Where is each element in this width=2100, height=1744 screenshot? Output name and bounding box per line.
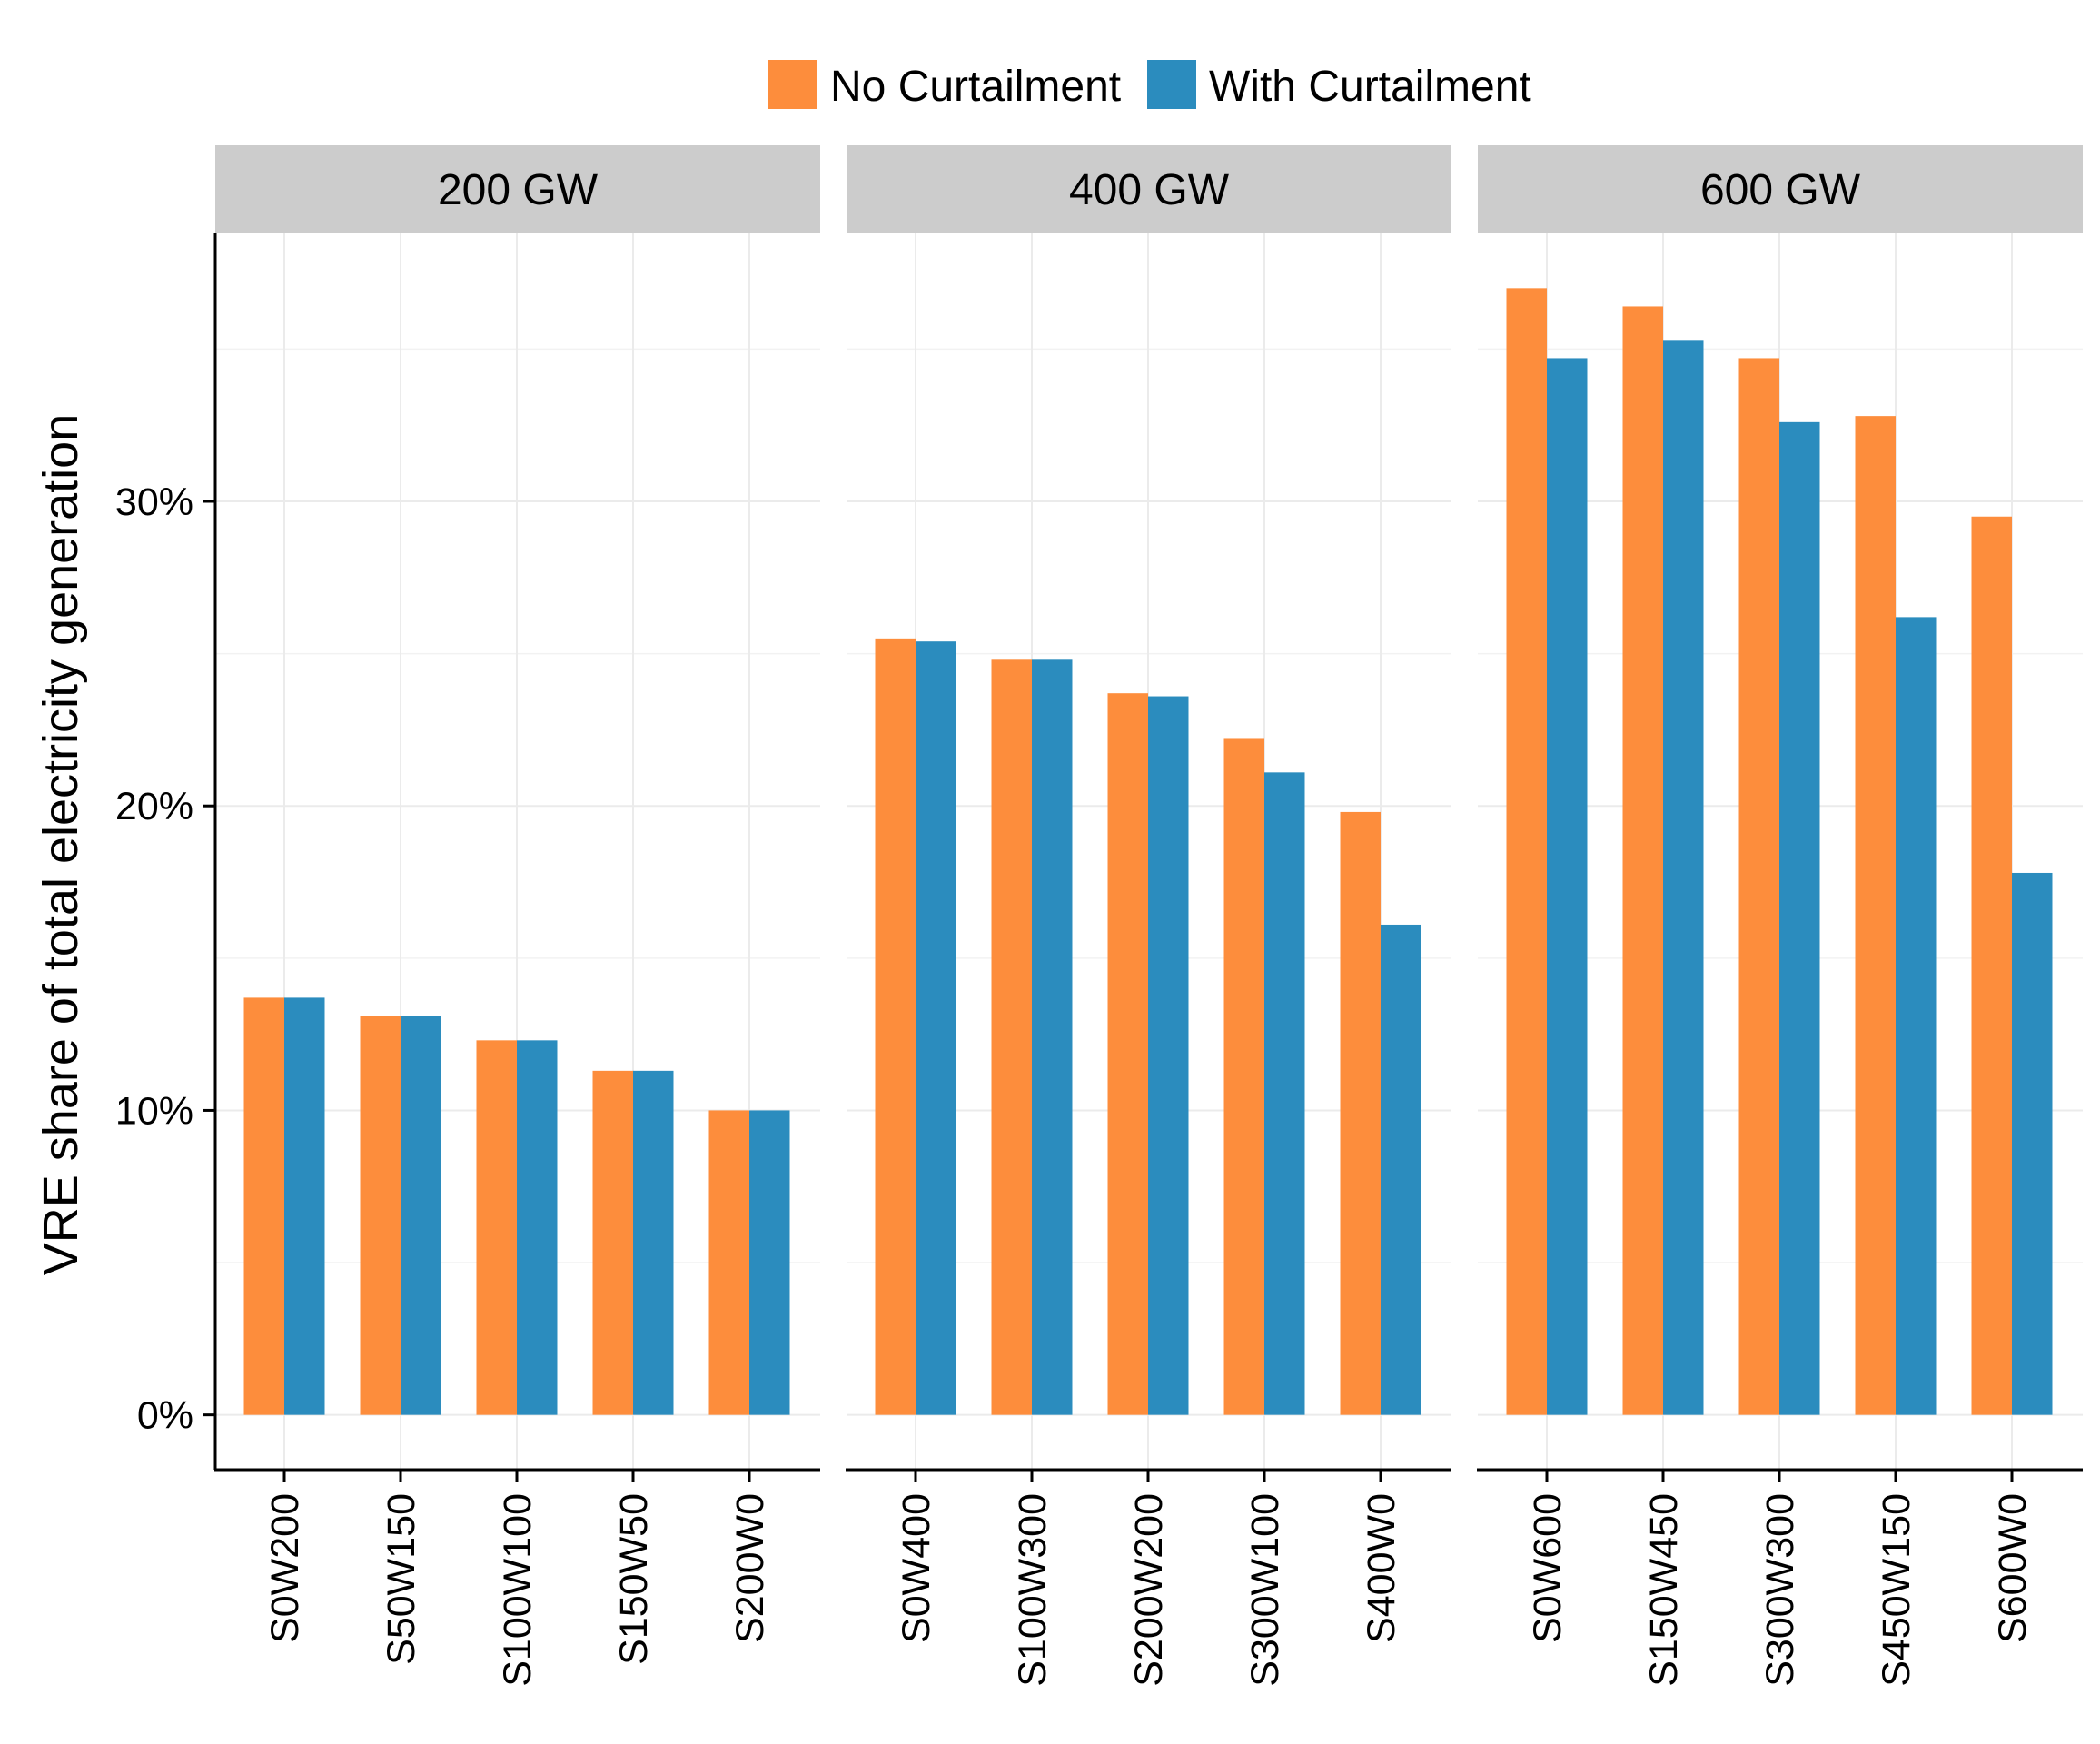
- bar-with-curtailment-s150w450: [1663, 340, 1704, 1415]
- bar-no-curtailment-s0w600: [1506, 288, 1547, 1415]
- facet-panels: 200 GW S0W200 S50W150 S100W100 S150W50 S200W0…: [213, 145, 2083, 1687]
- x-tick-label-s600w0: S600W0: [1991, 1493, 2035, 1643]
- bar-with-curtailment-s0w200: [284, 997, 325, 1415]
- bar-no-curtailment-s200w0: [708, 1110, 749, 1415]
- bar-with-curtailment-s200w200: [1148, 696, 1189, 1415]
- bar-no-curtailment-s50w150: [360, 1016, 401, 1415]
- x-tick-label-s200w0: S200W0: [728, 1493, 772, 1643]
- y-axis: VRE share of total electricity generatio…: [34, 414, 215, 1438]
- bar-with-curtailment-s100w100: [517, 1040, 558, 1415]
- bar-no-curtailment-s100w100: [476, 1040, 517, 1415]
- panel-600-gw: 600 GW S0W600 S150W450 S300W300 S450W150 S600…: [1477, 145, 2083, 1687]
- legend-label-with-curtailment: With Curtailment: [1209, 63, 1531, 111]
- bar-with-curtailment-s50w150: [401, 1016, 441, 1415]
- y-tick-label: 0%: [137, 1394, 193, 1438]
- x-tick-label-s200w200: S200W200: [1127, 1493, 1171, 1687]
- x-tick-label-s0w200: S0W200: [263, 1493, 307, 1643]
- x-tick-label-s150w50: S150W50: [612, 1493, 656, 1665]
- bar-no-curtailment-s450w150: [1855, 416, 1896, 1415]
- facet-title: 400 GW: [1069, 166, 1230, 214]
- x-tick-label-s0w600: S0W600: [1526, 1493, 1570, 1643]
- bar-with-curtailment-s400w0: [1381, 924, 1421, 1415]
- bar-no-curtailment-s600w0: [1971, 516, 2012, 1415]
- bar-with-curtailment-s600w0: [2012, 872, 2053, 1415]
- facet-strip: [847, 145, 1451, 233]
- bar-with-curtailment-s200w0: [749, 1110, 790, 1415]
- legend-key-with-curtailment: [1147, 60, 1196, 109]
- legend-key-no-curtailment: [768, 60, 817, 109]
- bar-no-curtailment-s400w0: [1340, 811, 1381, 1415]
- x-tick-label-s300w100: S300W100: [1243, 1493, 1287, 1687]
- bar-with-curtailment-s0w600: [1547, 358, 1588, 1415]
- bar-with-curtailment-s300w300: [1779, 421, 1820, 1415]
- bar-with-curtailment-s100w300: [1032, 659, 1073, 1415]
- facet-strip: [1478, 145, 2083, 233]
- bar-no-curtailment-s150w50: [592, 1070, 633, 1415]
- x-tick-label-s50w150: S50W150: [380, 1493, 423, 1665]
- y-axis-title: VRE share of total electricity generatio…: [34, 414, 88, 1275]
- bar-with-curtailment-s450w150: [1896, 617, 1937, 1415]
- bar-no-curtailment-s0w200: [243, 997, 284, 1415]
- bar-no-curtailment-s100w300: [991, 659, 1032, 1415]
- bar-no-curtailment-s300w100: [1223, 738, 1264, 1415]
- panel-400-gw: 400 GW S0W400 S100W300 S200W200 S300W100 S400…: [846, 145, 1451, 1687]
- panel-200-gw: 200 GW S0W200 S50W150 S100W100 S150W50 S200W0: [213, 145, 820, 1687]
- facet-title: 600 GW: [1700, 166, 1861, 214]
- bar-with-curtailment-s300w100: [1264, 772, 1305, 1415]
- y-tick-label: 30%: [115, 481, 193, 524]
- bar-with-curtailment-s150w50: [633, 1070, 674, 1415]
- legend: No Curtailment With Curtailment: [768, 60, 1531, 111]
- bar-no-curtailment-s150w450: [1622, 306, 1663, 1415]
- bar-no-curtailment-s300w300: [1738, 358, 1779, 1415]
- facet-title: 200 GW: [438, 166, 599, 214]
- y-tick-label: 20%: [115, 785, 193, 828]
- bar-with-curtailment-s0w400: [916, 641, 956, 1415]
- bar-no-curtailment-s0w400: [875, 638, 916, 1415]
- x-tick-label-s450w150: S450W150: [1875, 1493, 1918, 1687]
- legend-label-no-curtailment: No Curtailment: [830, 63, 1121, 111]
- x-tick-label-s0w400: S0W400: [895, 1493, 938, 1643]
- facet-strip: [215, 145, 820, 233]
- x-tick-label-s400w0: S400W0: [1360, 1493, 1403, 1643]
- x-tick-label-s100w300: S100W300: [1011, 1493, 1055, 1687]
- y-tick-label: 10%: [115, 1089, 193, 1133]
- x-tick-label-s300w300: S300W300: [1758, 1493, 1802, 1687]
- bar-no-curtailment-s200w200: [1107, 693, 1148, 1415]
- x-tick-label-s150w450: S150W450: [1642, 1493, 1686, 1687]
- x-tick-label-s100w100: S100W100: [496, 1493, 540, 1687]
